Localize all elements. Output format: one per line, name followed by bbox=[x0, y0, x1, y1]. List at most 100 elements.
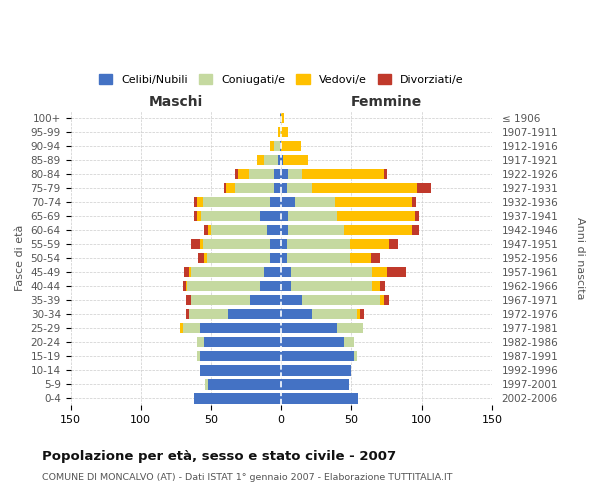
Bar bbox=[194, 197, 197, 207]
Bar bbox=[280, 113, 281, 124]
Bar bbox=[204, 337, 281, 347]
Bar bbox=[249, 169, 274, 179]
Bar bbox=[185, 295, 191, 306]
Bar bbox=[380, 295, 384, 306]
Text: Maschi: Maschi bbox=[149, 95, 203, 109]
Text: Popolazione per età, sesso e stato civile - 2007: Popolazione per età, sesso e stato civil… bbox=[42, 450, 396, 463]
Bar bbox=[274, 141, 280, 152]
Bar bbox=[194, 211, 197, 222]
Bar bbox=[281, 113, 284, 124]
Bar bbox=[197, 337, 204, 347]
Bar bbox=[250, 295, 281, 306]
Bar bbox=[281, 211, 288, 222]
Bar bbox=[208, 225, 211, 235]
Bar bbox=[208, 379, 281, 390]
Bar bbox=[180, 323, 183, 334]
Bar bbox=[415, 211, 419, 222]
Bar bbox=[191, 267, 265, 278]
Bar bbox=[228, 309, 281, 320]
Bar bbox=[226, 183, 235, 194]
Bar bbox=[281, 351, 354, 362]
Bar bbox=[274, 169, 281, 179]
Bar bbox=[201, 211, 260, 222]
Bar bbox=[291, 281, 373, 291]
Bar bbox=[183, 281, 185, 291]
Bar bbox=[204, 225, 208, 235]
Bar bbox=[191, 239, 200, 250]
Bar bbox=[344, 337, 354, 347]
Bar bbox=[188, 309, 228, 320]
Bar bbox=[188, 267, 191, 278]
Bar bbox=[312, 309, 357, 320]
Bar bbox=[281, 169, 288, 179]
Bar bbox=[211, 225, 267, 235]
Bar bbox=[197, 197, 203, 207]
Bar bbox=[337, 323, 362, 334]
Bar bbox=[280, 127, 281, 138]
Bar bbox=[312, 183, 418, 194]
Bar bbox=[265, 267, 281, 278]
Bar bbox=[287, 239, 350, 250]
Bar bbox=[270, 141, 274, 152]
Bar bbox=[260, 211, 281, 222]
Bar bbox=[291, 267, 373, 278]
Bar bbox=[260, 281, 281, 291]
Bar bbox=[360, 309, 364, 320]
Legend: Celibi/Nubili, Coniugati/e, Vedovi/e, Divorziati/e: Celibi/Nubili, Coniugati/e, Vedovi/e, Di… bbox=[95, 70, 468, 89]
Bar bbox=[270, 239, 281, 250]
Bar bbox=[185, 309, 188, 320]
Bar bbox=[371, 253, 380, 264]
Bar bbox=[199, 253, 204, 264]
Bar bbox=[288, 225, 344, 235]
Bar bbox=[335, 197, 412, 207]
Bar bbox=[235, 183, 274, 194]
Bar bbox=[283, 155, 308, 166]
Bar bbox=[191, 295, 250, 306]
Text: COMUNE DI MONCALVO (AT) - Dati ISTAT 1° gennaio 2007 - Elaborazione TUTTITALIA.I: COMUNE DI MONCALVO (AT) - Dati ISTAT 1° … bbox=[42, 472, 452, 482]
Bar bbox=[281, 365, 352, 376]
Bar bbox=[384, 169, 386, 179]
Bar bbox=[373, 267, 386, 278]
Bar bbox=[184, 267, 188, 278]
Bar bbox=[386, 267, 406, 278]
Bar bbox=[194, 393, 281, 404]
Bar bbox=[354, 351, 357, 362]
Bar bbox=[412, 225, 419, 235]
Bar bbox=[238, 169, 249, 179]
Bar bbox=[197, 351, 200, 362]
Bar bbox=[200, 351, 281, 362]
Bar bbox=[295, 197, 335, 207]
Bar bbox=[278, 127, 280, 138]
Bar bbox=[235, 169, 238, 179]
Bar bbox=[281, 253, 287, 264]
Bar bbox=[350, 239, 389, 250]
Bar bbox=[200, 239, 203, 250]
Bar bbox=[281, 225, 288, 235]
Bar bbox=[350, 253, 371, 264]
Bar bbox=[281, 267, 291, 278]
Bar bbox=[281, 155, 283, 166]
Bar bbox=[200, 323, 281, 334]
Bar bbox=[357, 309, 360, 320]
Bar bbox=[281, 183, 287, 194]
Bar bbox=[287, 183, 312, 194]
Bar bbox=[281, 323, 337, 334]
Bar bbox=[205, 379, 208, 390]
Bar bbox=[207, 253, 270, 264]
Bar bbox=[281, 295, 302, 306]
Bar bbox=[281, 197, 295, 207]
Bar bbox=[183, 323, 200, 334]
Bar bbox=[224, 183, 226, 194]
Bar bbox=[288, 211, 337, 222]
Bar bbox=[267, 225, 281, 235]
Bar bbox=[280, 141, 281, 152]
Bar bbox=[265, 155, 278, 166]
Bar bbox=[257, 155, 265, 166]
Bar bbox=[185, 281, 187, 291]
Bar bbox=[373, 281, 380, 291]
Y-axis label: Fasce di età: Fasce di età bbox=[15, 225, 25, 292]
Bar bbox=[204, 253, 207, 264]
Bar bbox=[270, 253, 281, 264]
Bar bbox=[200, 365, 281, 376]
Bar bbox=[287, 253, 350, 264]
